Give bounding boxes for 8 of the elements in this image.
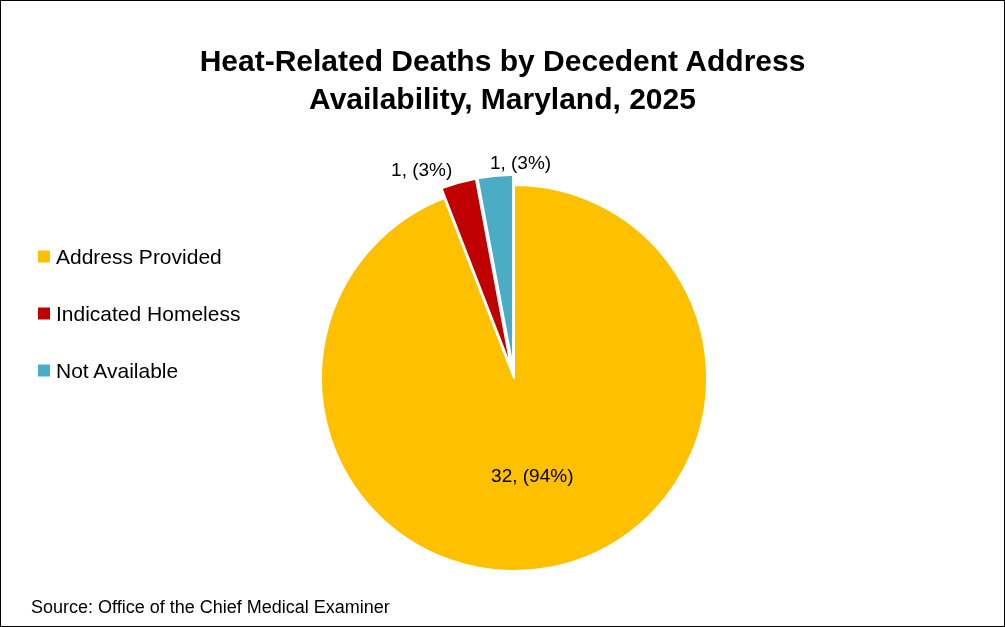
legend-label: Not Available — [56, 359, 179, 382]
source-note: Source: Office of the Chief Medical Examiner — [31, 597, 390, 617]
legend-label: Indicated Homeless — [56, 302, 241, 325]
chart-title: Heat-Related Deaths by Decedent Address Availability, Maryland, 2025 — [199, 43, 806, 115]
data-label: 1, (3%) — [391, 158, 453, 180]
legend-label: Address Provided — [56, 245, 222, 268]
data-label: 32, (94%) — [491, 465, 574, 487]
data-label: 1, (3%) — [489, 151, 552, 173]
